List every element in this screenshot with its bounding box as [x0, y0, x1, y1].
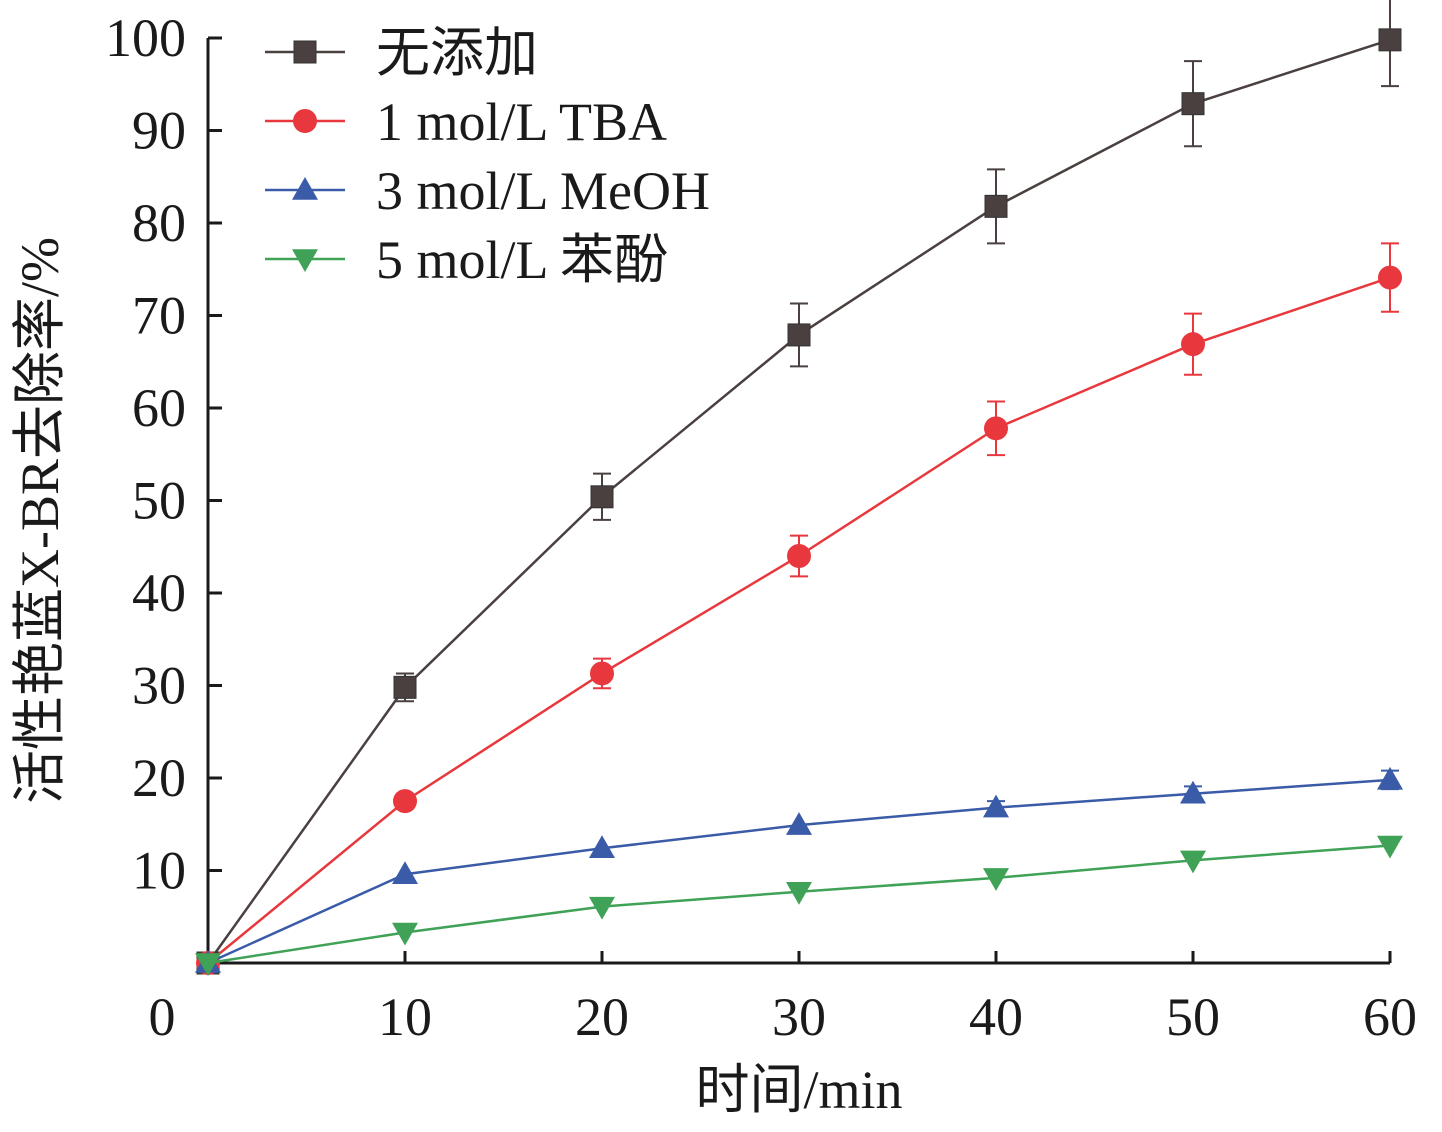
- data-point: [787, 544, 811, 568]
- data-point: [392, 861, 418, 884]
- data-point: [983, 794, 1009, 818]
- data-point: [393, 675, 417, 699]
- x-axis-title: 时间/min: [695, 1060, 902, 1120]
- x-tick-label: 30: [772, 987, 826, 1047]
- data-point: [1181, 332, 1205, 357]
- x-tick-label: 0: [149, 987, 176, 1047]
- series-2: [195, 766, 1403, 973]
- x-tick-label: 50: [1166, 987, 1220, 1047]
- legend-item: 1 mol/L TBA: [265, 92, 667, 152]
- series-line: [207, 276, 1391, 964]
- data-point: [1180, 780, 1206, 804]
- legend-marker: [292, 177, 318, 200]
- data-point: [590, 661, 614, 686]
- y-tick-label: 80: [132, 193, 186, 253]
- legend-label: 1 mol/L TBA: [376, 92, 667, 152]
- legend-marker: [293, 40, 317, 64]
- data-point: [1378, 28, 1402, 52]
- y-tick-label: 60: [132, 378, 186, 438]
- legend: 无添加 1 mol/L TBA 3 mol/L MeOH 5 mol/L 苯酚: [265, 23, 710, 290]
- data-point: [983, 868, 1009, 891]
- x-tick-label: 40: [969, 987, 1023, 1047]
- y-axis-title: 活性艳蓝X-BR去除率/%: [10, 237, 70, 804]
- data-point: [787, 323, 811, 347]
- x-tick-label: 60: [1363, 987, 1417, 1047]
- data-point: [1180, 850, 1206, 874]
- data-point: [590, 485, 614, 509]
- data-point: [1377, 766, 1403, 790]
- legend-item: 无添加: [265, 23, 538, 83]
- legend-item: 5 mol/L 苯酚: [265, 230, 668, 290]
- data-point: [786, 812, 812, 835]
- data-point: [1181, 92, 1205, 116]
- legend-label: 3 mol/L MeOH: [376, 161, 710, 221]
- data-point: [392, 922, 418, 946]
- legend-marker: [293, 109, 317, 133]
- y-tick-label: 10: [132, 841, 186, 901]
- data-point: [393, 789, 417, 814]
- data-point: [786, 882, 812, 905]
- legend-label: 无添加: [376, 23, 538, 83]
- data-point: [984, 416, 1008, 441]
- data-point: [984, 194, 1008, 218]
- x-tick-label: 10: [378, 987, 432, 1047]
- y-tick-label: 100: [105, 8, 186, 68]
- data-point: [195, 953, 221, 976]
- data-point: [1378, 265, 1402, 290]
- data-point: [1377, 835, 1403, 859]
- legend-label: 5 mol/L 苯酚: [376, 230, 668, 290]
- legend-item: 3 mol/L MeOH: [265, 161, 710, 221]
- axes: 10 20 30 40 50 60 70 80 90 100 0 10 20 30 40 50 60: [105, 8, 1417, 1047]
- y-tick-label: 40: [132, 563, 186, 623]
- series-3: [195, 835, 1403, 976]
- y-tick-label: 50: [132, 471, 186, 531]
- y-tick-label: 90: [132, 101, 186, 161]
- y-tick-label: 70: [132, 286, 186, 346]
- y-tick-label: 30: [132, 656, 186, 716]
- x-tick-label: 20: [575, 987, 629, 1047]
- legend-marker: [292, 249, 318, 272]
- series-group: [195, 0, 1403, 976]
- data-point: [589, 896, 615, 920]
- data-point: [589, 835, 615, 859]
- y-tick-label: 20: [132, 748, 186, 808]
